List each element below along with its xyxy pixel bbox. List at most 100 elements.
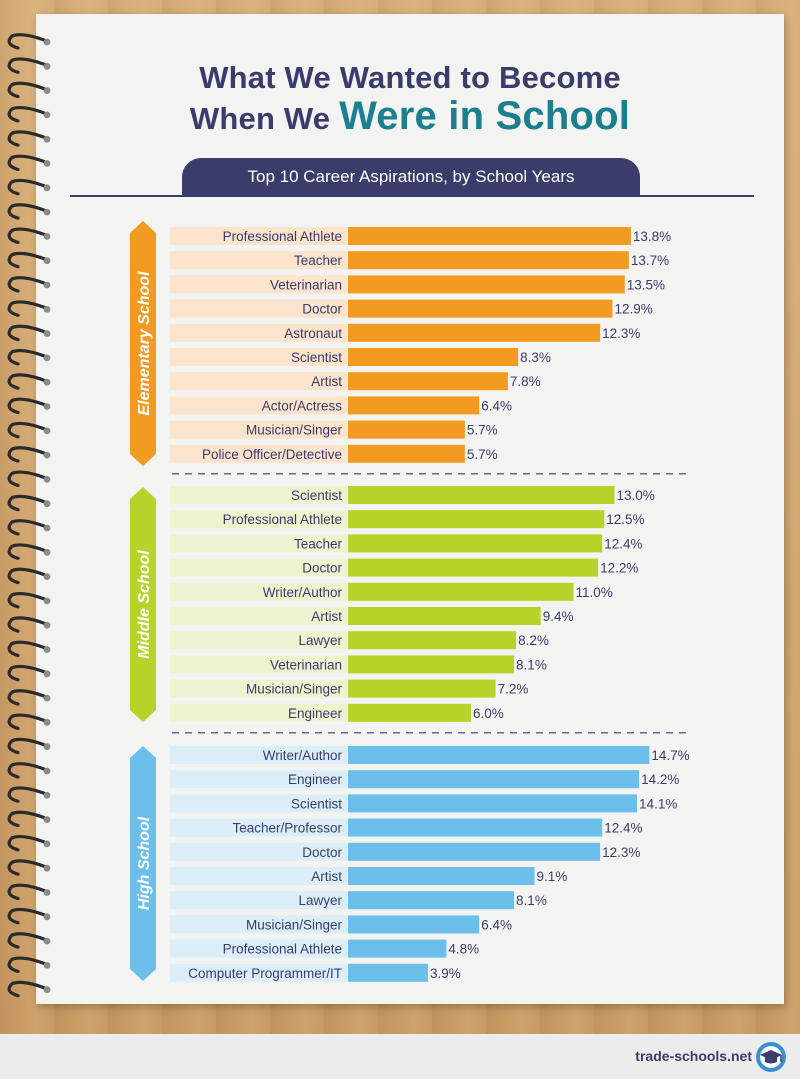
chart-row: Teacher/Professor 12.4% xyxy=(170,818,642,837)
bar xyxy=(348,703,471,722)
category-label: Scientist xyxy=(291,488,342,503)
row-label-bg xyxy=(170,372,347,391)
row-label-bg xyxy=(170,867,347,885)
category-label: Scientist xyxy=(291,350,342,365)
value-label: 12.4% xyxy=(604,821,642,836)
chart-row: Scientist 13.0% xyxy=(170,486,655,504)
row-label-bg xyxy=(170,963,347,982)
row-label-bg xyxy=(170,348,347,366)
spiral-ring xyxy=(7,203,51,220)
value-label: 8.1% xyxy=(516,893,547,908)
spiral-ring xyxy=(7,980,51,998)
spiral-binding xyxy=(7,33,51,998)
title-line-2: When We Were in School xyxy=(36,94,784,139)
value-label: 3.9% xyxy=(430,966,461,981)
value-label: 14.7% xyxy=(651,748,689,763)
bar xyxy=(348,558,599,577)
category-label: Writer/Author xyxy=(263,748,343,763)
bar xyxy=(348,655,515,674)
spiral-ring xyxy=(7,519,51,536)
chart-row: Artist 9.1% xyxy=(170,867,567,885)
spiral-ring xyxy=(7,762,51,779)
bar xyxy=(348,227,631,245)
value-label: 8.3% xyxy=(520,350,551,365)
row-label-bg xyxy=(170,558,347,577)
spiral-ring xyxy=(7,324,51,342)
bar xyxy=(348,251,629,270)
category-label: Veterinarian xyxy=(270,657,342,672)
bar xyxy=(348,275,625,294)
category-label: Actor/Actress xyxy=(262,398,343,413)
row-label-bg xyxy=(170,582,347,601)
row-label-bg xyxy=(170,915,347,934)
value-label: 8.1% xyxy=(516,657,547,672)
row-label-bg xyxy=(170,818,347,837)
chart-row: Lawyer 8.2% xyxy=(170,631,549,650)
spiral-ring xyxy=(7,178,51,196)
row-label-bg xyxy=(170,939,347,958)
value-label: 7.8% xyxy=(510,374,541,389)
value-label: 7.2% xyxy=(498,682,529,697)
value-label: 6.4% xyxy=(481,917,512,932)
bar xyxy=(348,348,519,366)
title-line-1: What We Wanted to Become xyxy=(199,60,621,95)
chart-row: Writer/Author 14.7% xyxy=(170,746,690,764)
bar xyxy=(348,915,480,934)
chart-row: Police Officer/Detective 5.7% xyxy=(170,444,498,463)
row-label-bg xyxy=(170,534,347,553)
spiral-ring xyxy=(7,543,51,560)
spiral-ring xyxy=(7,300,51,317)
spiral-ring xyxy=(7,81,51,99)
chart-row: Actor/Actress 6.4% xyxy=(170,396,512,415)
value-label: 12.2% xyxy=(600,561,638,576)
spiral-ring xyxy=(7,421,51,439)
chart-row: Writer/Author 11.0% xyxy=(170,582,613,601)
value-label: 5.7% xyxy=(467,423,498,438)
row-label-bg xyxy=(170,323,347,342)
value-label: 13.7% xyxy=(631,253,669,268)
spiral-ring xyxy=(7,859,51,876)
chart-row: Musician/Singer 7.2% xyxy=(170,679,529,698)
spiral-ring xyxy=(7,348,51,366)
spiral-ring xyxy=(7,737,51,755)
title-line-2-prefix: When We xyxy=(189,101,340,136)
row-label-bg xyxy=(170,444,347,463)
subtitle-banner: Top 10 Career Aspirations, by School Yea… xyxy=(182,158,640,196)
row-label-bg xyxy=(170,227,347,245)
bar xyxy=(348,867,535,885)
chart-row: Artist 9.4% xyxy=(170,607,573,625)
value-label: 11.0% xyxy=(576,585,613,600)
row-label-bg xyxy=(170,275,347,294)
spiral-ring xyxy=(7,664,51,682)
bar xyxy=(348,323,601,342)
chart-row: Professional Athlete 12.5% xyxy=(170,510,645,529)
spiral-ring xyxy=(7,907,51,925)
value-label: 13.8% xyxy=(633,229,671,244)
bar xyxy=(348,420,465,439)
category-label: Teacher xyxy=(294,253,343,268)
banner-underline xyxy=(70,195,754,197)
category-label: Professional Athlete xyxy=(223,512,342,527)
value-label: 4.8% xyxy=(448,942,479,957)
group-tab-2: High School xyxy=(130,746,156,981)
category-label: Artist xyxy=(311,869,342,884)
category-label: Doctor xyxy=(302,302,342,317)
spiral-ring xyxy=(7,713,51,730)
value-label: 12.4% xyxy=(604,536,642,551)
bar xyxy=(348,818,603,837)
chart-row: Computer Programmer/IT 3.9% xyxy=(170,963,461,982)
spiral-ring xyxy=(7,105,51,123)
chart-row: Veterinarian 8.1% xyxy=(170,655,547,674)
spiral-ring xyxy=(7,154,51,172)
bar xyxy=(348,582,574,601)
bar xyxy=(348,679,496,698)
site-name: trade-schools.net xyxy=(635,1048,752,1064)
spiral-ring xyxy=(7,616,51,633)
chart-row: Professional Athlete 13.8% xyxy=(170,227,671,245)
bar xyxy=(348,396,480,415)
category-label: Lawyer xyxy=(298,893,342,908)
bar xyxy=(348,372,508,391)
spiral-ring xyxy=(7,446,51,463)
bar xyxy=(348,510,605,529)
row-label-bg xyxy=(170,299,347,318)
